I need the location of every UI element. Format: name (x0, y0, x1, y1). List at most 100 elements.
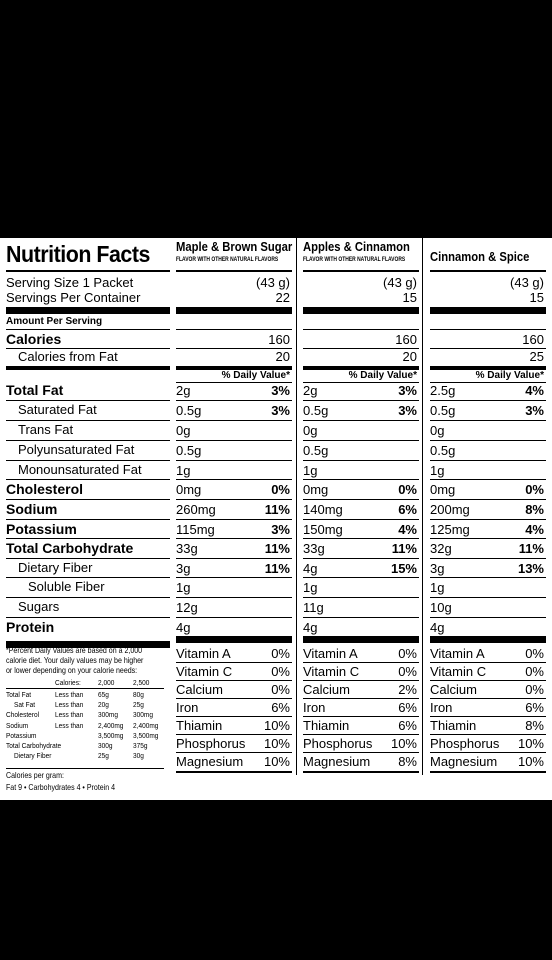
soluble-fiber-label: Soluble Fiber (28, 579, 105, 594)
polyunsaturated-fat-amount: 0.5g (176, 443, 202, 458)
divider (430, 771, 546, 773)
vitamin-value: 8% (398, 754, 417, 769)
divider (6, 348, 170, 349)
calories-from-fat-value: 20 (275, 349, 290, 364)
divider (430, 400, 546, 401)
vitamin-value: 0% (525, 682, 544, 697)
divider (6, 538, 170, 539)
divider (6, 519, 170, 520)
vitamin-label: Magnesium (303, 754, 371, 769)
potassium-label: Potassium (6, 521, 77, 537)
vitamin-value: 6% (398, 718, 417, 733)
polyunsaturated-fat-label: Polyunsaturated Fat (18, 442, 135, 457)
potassium-amount: 115mg (176, 522, 215, 537)
serving-size-value: (43 g) (256, 275, 290, 290)
divider (176, 460, 292, 461)
cholesterol-amount: 0mg (303, 482, 329, 497)
divider (430, 577, 546, 578)
vitamin-label: Vitamin C (176, 664, 233, 679)
divider (6, 460, 170, 461)
calories-per-gram-title: Calories per gram: (6, 771, 64, 780)
vitamin-value: 6% (398, 700, 417, 715)
divider (6, 558, 170, 559)
product-column: Cinnamon & Spice (43 g) 15 160 25 % Daily Val… (430, 238, 546, 800)
dv-table-nutrient: Dietary Fiber (14, 751, 52, 761)
calories-value: 160 (268, 332, 290, 347)
serving-size-value: (43 g) (383, 275, 417, 290)
polyunsaturated-fat-amount: 0.5g (430, 443, 456, 458)
divider (430, 698, 546, 699)
sodium-dv: 6% (398, 502, 417, 517)
vitamin-label: Calcium (430, 682, 477, 697)
serving-size-label: Serving Size 1 Packet (6, 275, 134, 290)
polyunsaturated-fat-amount: 0.5g (303, 443, 329, 458)
cholesterol-dv: 0% (398, 482, 417, 497)
divider (303, 400, 419, 401)
divider (176, 617, 292, 618)
vitamin-label: Vitamin C (303, 664, 360, 679)
calories-from-fat-label: Calories from Fat (18, 349, 118, 364)
divider (303, 270, 419, 272)
divider (303, 734, 419, 735)
vitamin-label: Calcium (303, 682, 350, 697)
divider (430, 716, 546, 717)
vitamin-value: 8% (525, 718, 544, 733)
servings-value: 15 (529, 290, 544, 305)
sodium-amount: 140mg (303, 502, 343, 517)
total-carbohydrate-dv: 11% (264, 541, 290, 556)
vitamin-value: 10% (263, 718, 290, 733)
footnote-line-1: *Percent Daily Values are based on a 2,0… (6, 646, 143, 655)
divider (430, 460, 546, 461)
vitamin-value: 6% (525, 700, 544, 715)
divider (6, 577, 170, 578)
vitamin-label: Calcium (176, 682, 223, 697)
saturated-fat-amount: 0.5g (176, 403, 202, 418)
soluble-fiber-amount: 1g (430, 580, 445, 595)
divider (430, 270, 546, 272)
divider (303, 499, 419, 500)
potassium-dv: 4% (525, 522, 544, 537)
vitamin-value: 0% (271, 664, 290, 679)
divider (303, 519, 419, 520)
divider (6, 420, 170, 421)
sodium-label: Sodium (6, 501, 58, 517)
divider (6, 617, 170, 618)
vitamin-value: 10% (517, 754, 544, 769)
divider (303, 597, 419, 598)
sugars-amount: 10g (430, 600, 452, 615)
vitamin-label: Iron (303, 700, 326, 715)
dietary-fiber-dv: 15% (390, 561, 417, 576)
cholesterol-dv: 0% (271, 482, 290, 497)
divider (430, 348, 546, 349)
vitamin-value: 10% (263, 736, 290, 751)
vitamin-value: 0% (398, 646, 417, 661)
divider (176, 752, 292, 753)
trans-fat-label: Trans Fat (18, 422, 74, 437)
dietary-fiber-dv: 13% (517, 561, 544, 576)
soluble-fiber-amount: 1g (303, 580, 318, 595)
divider (303, 479, 419, 480)
divider (6, 400, 170, 401)
total-carbohydrate-amount: 33g (303, 541, 325, 556)
calories-from-fat-value: 25 (529, 349, 544, 364)
dv-table-2500: 30g (133, 751, 144, 761)
divider (430, 597, 546, 598)
thick-divider (176, 366, 292, 370)
divider (303, 440, 419, 441)
divider (176, 597, 292, 598)
divider (430, 440, 546, 441)
calories-value: 160 (522, 332, 544, 347)
potassium-dv: 4% (398, 522, 417, 537)
servings-value: 22 (275, 290, 290, 305)
divider (303, 420, 419, 421)
total-carbohydrate-amount: 33g (176, 541, 198, 556)
divider (303, 382, 419, 383)
sodium-dv: 8% (525, 502, 544, 517)
daily-value-header: % Daily Value* (348, 370, 417, 381)
divider (176, 680, 292, 681)
thick-divider (303, 366, 419, 370)
potassium-dv: 3% (271, 522, 290, 537)
bottom-border (6, 800, 546, 801)
dv-table-2500: 25g (133, 700, 144, 710)
sugars-amount: 11g (303, 600, 324, 615)
